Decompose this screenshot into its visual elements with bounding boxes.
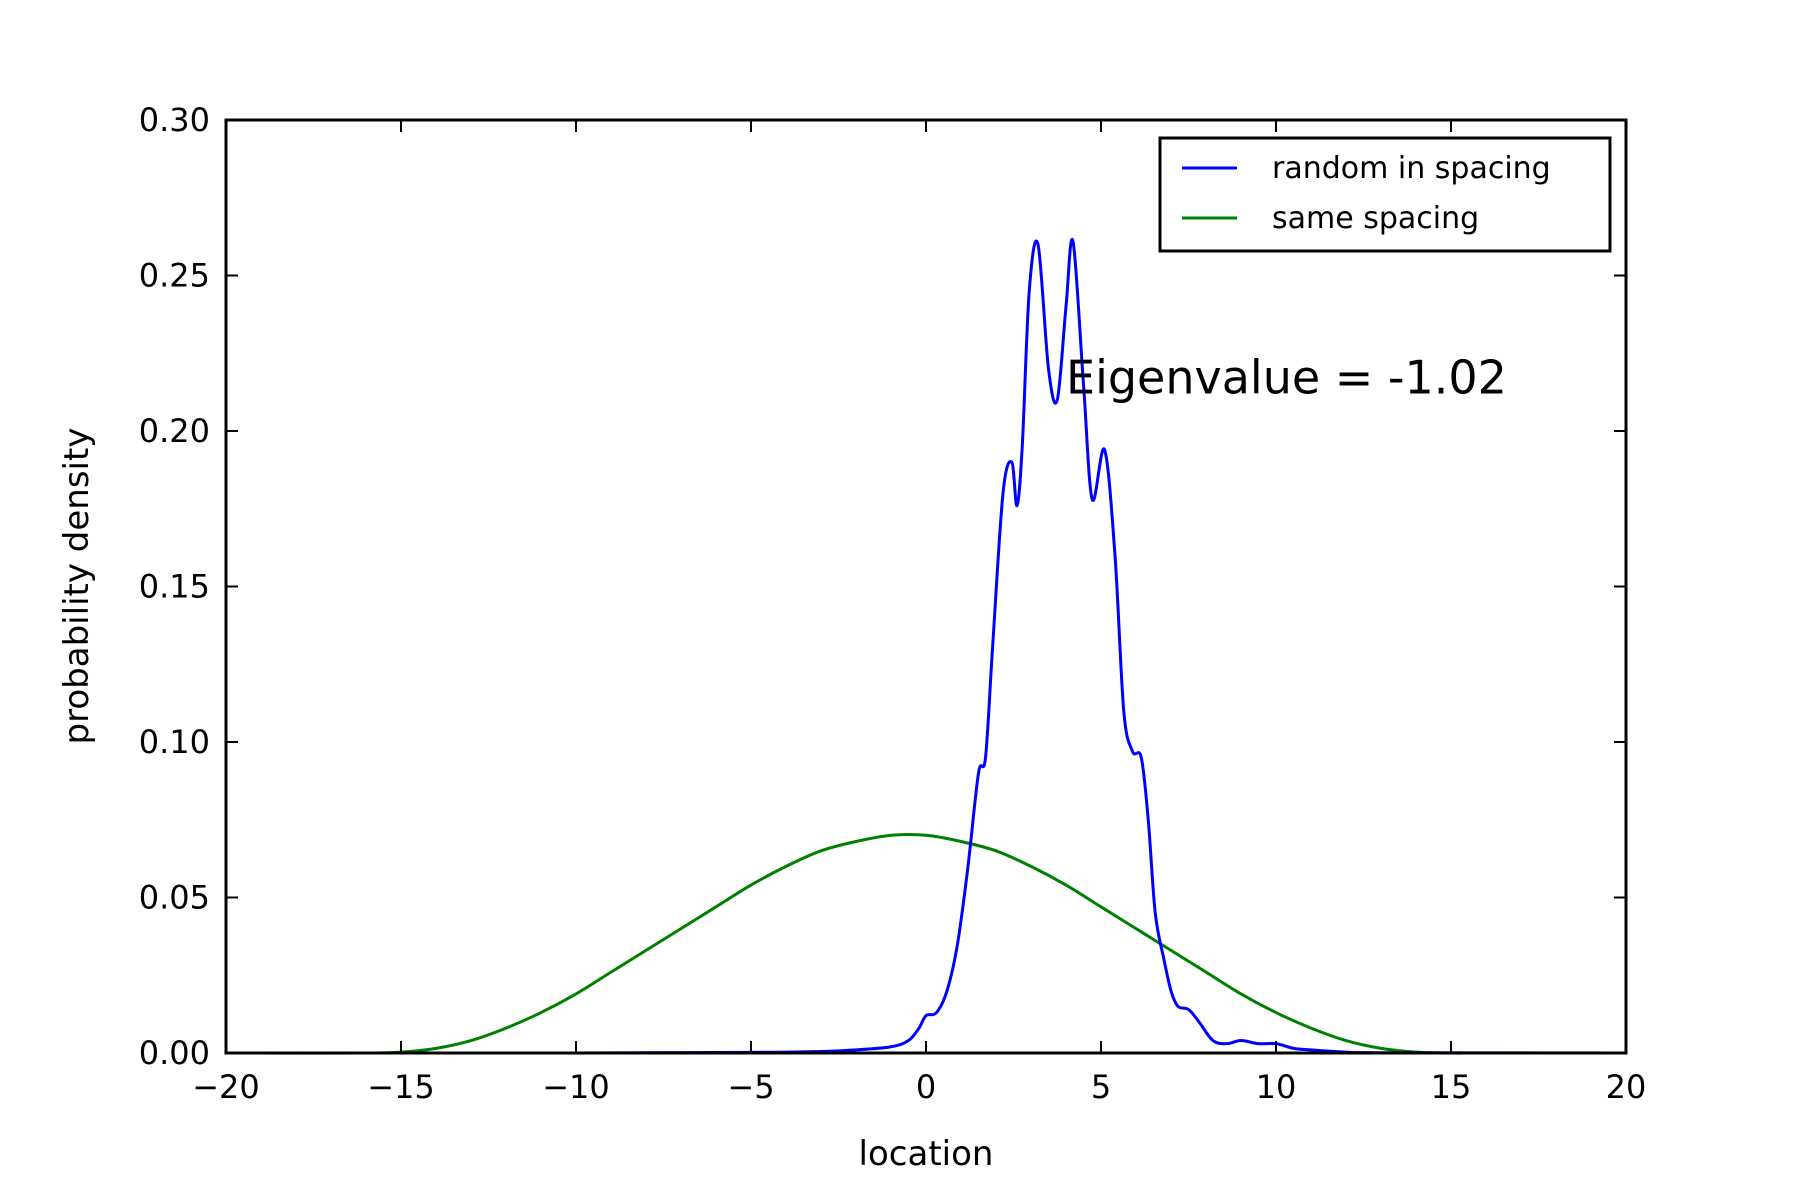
y-axis-label: probability density <box>57 428 97 745</box>
x-tick-label: −20 <box>192 1068 260 1106</box>
legend-box <box>1158 136 1612 253</box>
plot-area: −20 −15 −10 −5 0 5 10 15 20 0.00 0.05 0.10 0.15 0.20 0… <box>139 101 1647 1106</box>
y-tick-label: 0.30 <box>139 101 210 139</box>
x-tick-label: 20 <box>1606 1068 1647 1106</box>
x-axis-label: location <box>859 1134 994 1174</box>
x-tick-label: 10 <box>1256 1068 1297 1106</box>
y-tick-label: 0.25 <box>139 257 210 295</box>
x-tick-label: 5 <box>1091 1068 1111 1106</box>
series-layer <box>225 237 1627 1055</box>
legend-label-same-spacing: same spacing <box>1272 201 1479 236</box>
eigenvalue-annotation: Eigenvalue = -1.02 <box>1066 351 1507 405</box>
x-tick-label: 15 <box>1431 1068 1472 1106</box>
x-tick-label: −10 <box>542 1068 610 1106</box>
x-tick-label: −15 <box>367 1068 435 1106</box>
legend-label-random-in-spacing: random in spacing <box>1272 151 1551 186</box>
y-tick-label: 0.10 <box>139 723 210 761</box>
y-tick-label: 0.05 <box>139 879 210 917</box>
y-tick-label: 0.15 <box>139 568 210 606</box>
axes-background <box>226 120 1626 1053</box>
tick-layer: −20 −15 −10 −5 0 5 10 15 20 0.00 0.05 0.10 0.15 0.20 0… <box>139 101 1647 1106</box>
x-tick-label: 0 <box>916 1068 936 1106</box>
y-tick-label: 0.20 <box>139 412 210 450</box>
x-tick-label: −5 <box>727 1068 774 1106</box>
legend: random in spacing same spacing <box>1158 136 1612 253</box>
series-line-random-in-spacing <box>225 237 1627 1055</box>
y-tick-label: 0.00 <box>139 1034 210 1072</box>
series-line-same-spacing <box>225 833 1626 1055</box>
